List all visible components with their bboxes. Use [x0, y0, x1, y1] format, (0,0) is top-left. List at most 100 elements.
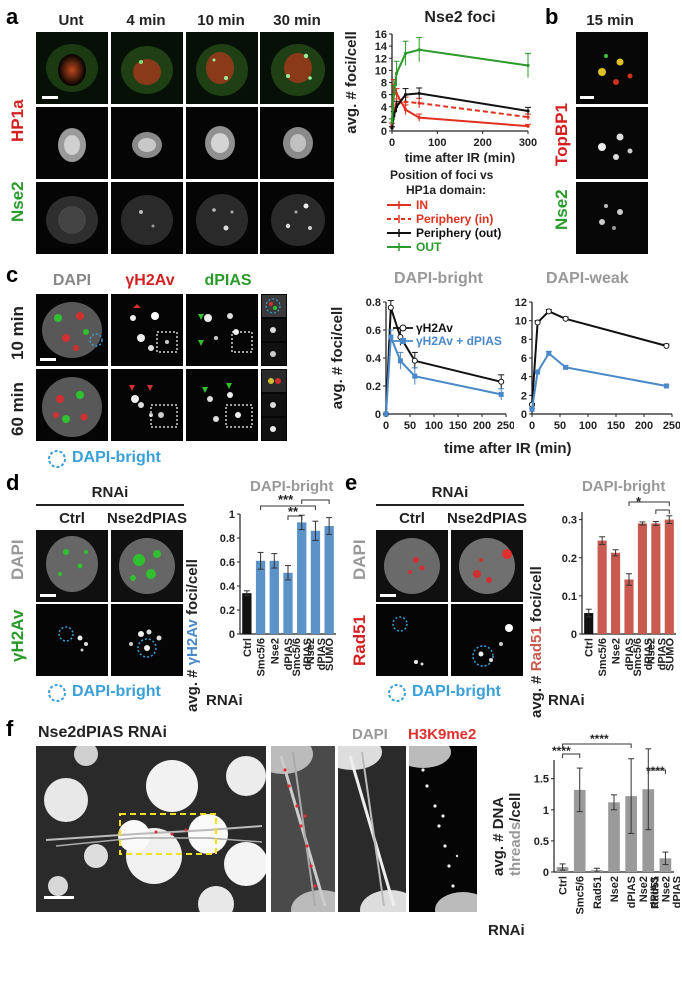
chart-c-dapi-bright: 0 0.2 0.4 0.6 0.8 0 50 100 150 200 250 avg. # foci/… — [329, 297, 514, 432]
y-tick-label: 10 — [515, 316, 527, 328]
data-point — [534, 319, 541, 326]
chart-a-legend-swatches — [387, 201, 411, 251]
micrograph-e-nse2dpias-dapi — [451, 530, 523, 602]
panel-b-title: 15 min — [586, 12, 634, 29]
bar-5 — [651, 523, 661, 634]
chart-c-right-title: DAPI-weak — [546, 270, 629, 287]
data-point — [417, 91, 421, 96]
bar-4 — [637, 523, 647, 634]
panel-d-row-h2av: γH2Av — [8, 609, 27, 662]
series-line-0 — [391, 85, 529, 128]
y-tick-label: 12 — [515, 297, 527, 309]
y-tick-label: 0.6 — [220, 557, 235, 569]
y-tick-label: 2 — [521, 390, 527, 402]
data-point — [417, 48, 421, 52]
x-tick-label: dPIAS — [624, 638, 636, 670]
y-tick-label: 0 — [381, 126, 387, 138]
series-line-1 — [385, 336, 502, 415]
micrograph-d-nse2dpias-dapi — [111, 530, 183, 602]
panel-e-col-ctrl: Ctrl — [399, 510, 425, 527]
x-tick-label: 200 — [635, 420, 653, 432]
panel-a-row-nse2: Nse2 — [8, 181, 27, 222]
data-point — [412, 373, 418, 379]
micrograph-a-30min-nse2 — [260, 182, 334, 254]
significance-bracket — [562, 743, 632, 748]
data-point — [388, 334, 394, 340]
panel-b-row-nse2: Nse2 — [552, 189, 571, 230]
panel-e-row-rad51: Rad51 — [350, 614, 369, 666]
x-tick-label: dPIAS — [626, 876, 638, 908]
y-tick-label: 10 — [375, 65, 387, 77]
chart-f-ylabel-line2: threads/cell — [507, 793, 524, 876]
series-line-1 — [391, 100, 529, 129]
y-tick-label: 0.3 — [562, 515, 577, 527]
y-tick-label: 12 — [375, 53, 387, 65]
panel-e-row-dapi: DAPI — [350, 539, 369, 580]
x-tick-label: SUMO — [664, 638, 676, 671]
x-tick-label: 50 — [404, 420, 416, 432]
x-tick-label: Smc5/6 — [256, 638, 268, 677]
chart-d-sig1: *** — [278, 492, 294, 507]
micrograph-d-nse2dpias-h2av — [111, 604, 183, 676]
micrograph-a-unt-hp1a — [36, 107, 108, 179]
scale-bar-f — [44, 896, 74, 899]
x-tick-label: Nse2 — [660, 876, 672, 902]
x-tick-label: Smc5/6 — [575, 876, 587, 915]
panel-c-row-10min: 10 min — [8, 306, 27, 360]
x-tick-label: Nse2 — [638, 876, 650, 902]
x-tick-label: 200 — [473, 420, 491, 432]
micrograph-f-overview — [36, 746, 266, 912]
significance-bracket — [655, 509, 670, 514]
x-tick-label: 50 — [554, 420, 566, 432]
micrograph-c-60min-merge — [36, 369, 108, 441]
dapi-bright-key-c: DAPI-bright — [72, 449, 161, 466]
data-point — [563, 364, 569, 370]
micrograph-b-topbp1 — [576, 107, 648, 179]
x-tick-label: Nse2 — [611, 638, 623, 664]
panel-e-rnai-underline — [376, 504, 524, 506]
x-tick-label: Ctrl — [584, 638, 596, 657]
bar-5 — [642, 789, 655, 872]
y-tick-label: 4 — [381, 102, 388, 114]
dapi-bright-key-circle-e — [388, 684, 406, 702]
bar-1 — [597, 540, 607, 634]
x-tick-label: 0 — [529, 420, 535, 432]
panel-d-col-ctrl: Ctrl — [59, 510, 85, 527]
y-tick-label: 8 — [521, 334, 527, 346]
panel-d-rnai: RNAi — [91, 484, 129, 501]
scale-bar-a — [42, 96, 58, 99]
data-point — [663, 342, 670, 349]
panel-f-title: Nse2dPIAS RNAi — [38, 724, 167, 741]
dapi-bright-key-e: DAPI-bright — [412, 683, 501, 700]
panel-c-col-h2av: γH2Av — [125, 272, 175, 289]
micrograph-a-4min-merge — [111, 32, 183, 104]
data-point — [404, 93, 408, 97]
data-point — [411, 357, 418, 364]
chart-c-dapi-weak: 0 2 4 6 8 10 12 0 50 100 150 200 250 — [515, 297, 680, 432]
x-tick-label: Nse2 — [645, 638, 657, 664]
micrograph-a-30min-merge — [260, 32, 334, 104]
bar-4 — [297, 522, 307, 634]
chart-d-ylabel-prefix: avg. # — [184, 669, 201, 712]
y-tick-label: 0 — [543, 867, 549, 879]
x-tick-label: Rad51 — [649, 876, 661, 909]
series-line-3 — [391, 48, 529, 122]
micrograph-f-merge-zoom — [271, 746, 335, 912]
x-tick-label: 0 — [383, 420, 389, 432]
y-tick-label: 0.2 — [562, 553, 577, 565]
panel-f-letter: f — [6, 716, 14, 741]
micrograph-a-10min-hp1a — [186, 107, 258, 179]
chart-title: Nse2 foci — [424, 9, 495, 26]
data-point — [394, 71, 399, 76]
data-point — [562, 315, 569, 322]
dapi-bright-key-circle-d — [48, 684, 66, 702]
panel-a-row-hp1a: HP1a — [8, 99, 27, 142]
data-point — [390, 120, 394, 124]
legend-c-h2av-dpias: γH2Av + dPIAS — [416, 334, 502, 348]
x-tick-label: SUMO — [324, 638, 336, 671]
bar-4 — [625, 796, 637, 872]
micrograph-a-10min-nse2 — [186, 182, 258, 254]
data-point — [498, 391, 504, 397]
